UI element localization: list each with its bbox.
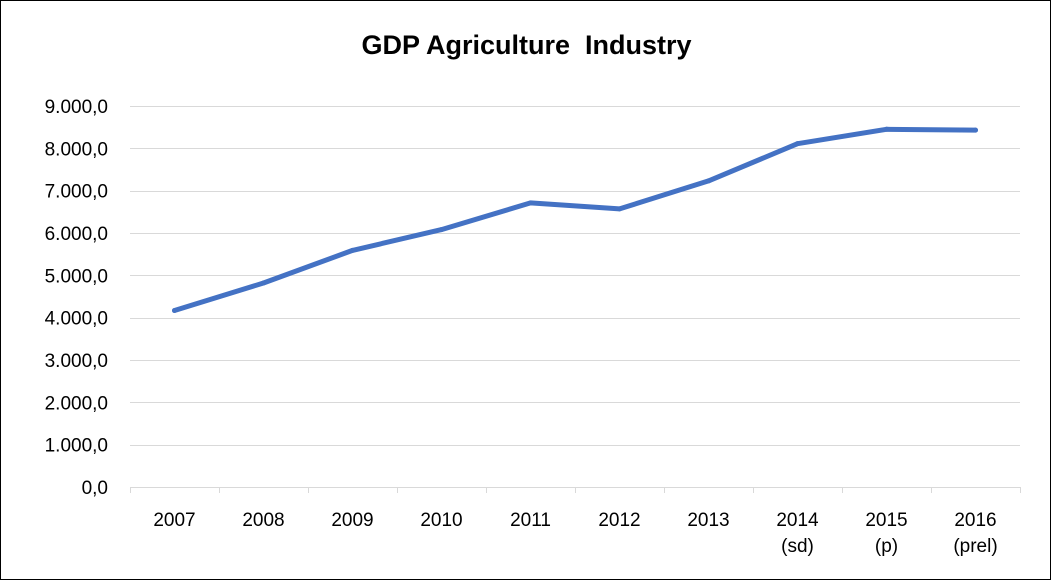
x-tick-label: 2011 — [510, 510, 551, 531]
y-tick-label: 3.000,0 — [45, 351, 108, 372]
data-point — [617, 206, 622, 212]
x-tick-label: 2009 — [331, 510, 373, 531]
chart-title: GDP Agriculture Industry — [361, 30, 692, 60]
x-tick-label: (sd) — [781, 536, 814, 557]
x-tick-label: 2015 — [865, 510, 907, 531]
x-tick-label: (p) — [875, 536, 898, 557]
x-tick-label: 2012 — [598, 510, 640, 531]
data-point — [350, 247, 355, 253]
data-point — [261, 280, 266, 286]
data-point — [528, 200, 533, 206]
y-tick-label: 8.000,0 — [45, 139, 108, 160]
y-tick-label: 0,0 — [82, 478, 108, 499]
x-tick-label: 2013 — [687, 510, 729, 531]
y-tick-label: 2.000,0 — [45, 393, 108, 414]
y-tick-label: 6.000,0 — [45, 224, 108, 245]
y-tick-label: 1.000,0 — [45, 436, 108, 457]
data-point — [172, 307, 177, 313]
x-tick-label: 2014 — [776, 510, 819, 531]
y-tick-label: 9.000,0 — [45, 97, 108, 118]
x-tick-label: (prel) — [953, 536, 997, 557]
data-point — [706, 178, 711, 184]
data-point — [973, 127, 978, 133]
x-tick-label: 2016 — [954, 510, 996, 531]
x-tick-label: 2008 — [242, 510, 284, 531]
y-tick-label: 7.000,0 — [45, 182, 108, 203]
data-point — [439, 227, 444, 233]
data-point — [884, 126, 889, 132]
y-tick-label: 5.000,0 — [45, 266, 108, 287]
x-tick-label: 2007 — [153, 510, 195, 531]
data-point — [795, 141, 800, 147]
x-tick-label: 2010 — [420, 510, 462, 531]
y-tick-label: 4.000,0 — [45, 309, 108, 330]
series-line — [172, 126, 978, 313]
